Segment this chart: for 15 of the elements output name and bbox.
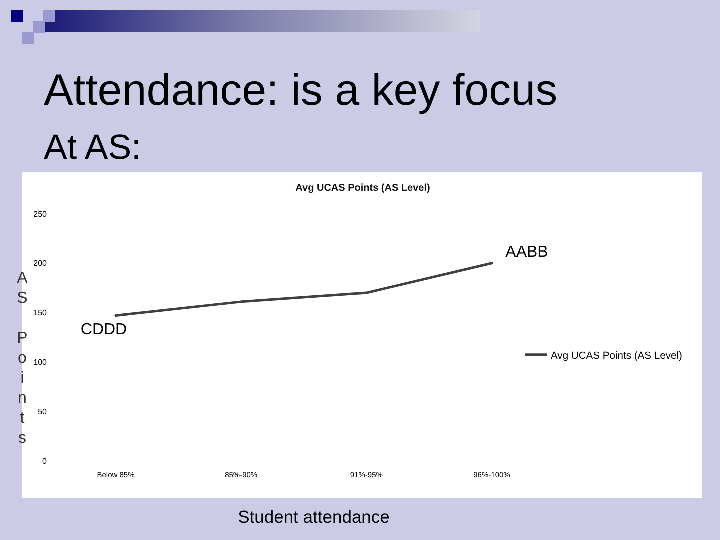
chart-subtitle: At AS:	[44, 128, 142, 168]
chart-title: Attendance: is a key focus	[44, 66, 558, 116]
line-series	[114, 262, 494, 318]
annotation: AABB	[506, 244, 548, 261]
legend-label: Avg UCAS Points (AS Level)	[551, 351, 682, 362]
text: Avg UCAS Points (AS Level)	[294, 183, 432, 194]
y-tick-label: 100	[34, 358, 48, 368]
y-tick-label: 200	[34, 259, 48, 268]
y-tick-label: 250	[34, 210, 48, 219]
y-tick-label: 0	[42, 456, 48, 466]
annotation: CDDD	[80, 321, 128, 338]
y-axis-title: AS Points	[14, 270, 31, 450]
y-tick-label: 150	[34, 308, 48, 318]
x-axis-title: Student attendance	[237, 507, 391, 528]
y-tick-label: 50	[38, 407, 48, 416]
